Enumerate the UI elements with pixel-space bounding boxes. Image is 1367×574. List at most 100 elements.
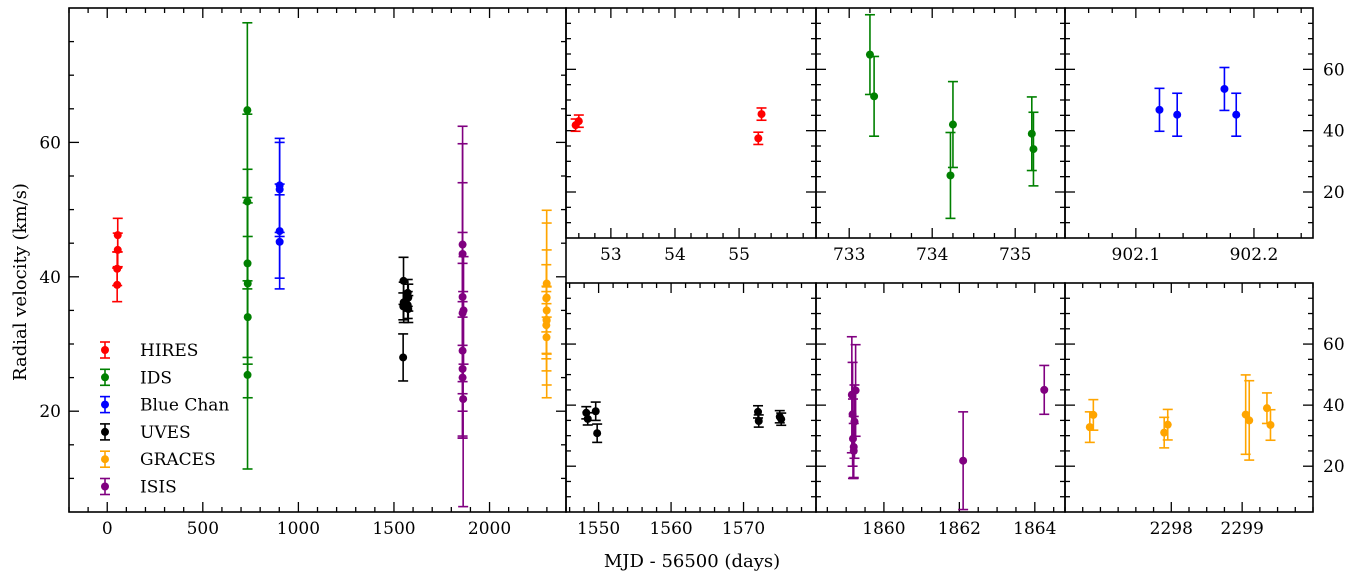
data-point <box>757 110 766 119</box>
legend-label: GRACES <box>140 450 216 470</box>
x-tick-label: 735 <box>999 245 1031 265</box>
panel-main: 0 500 1000 1500 2000 20 40 60 HIRES IDS Blue Chan U… <box>39 7 567 539</box>
panel-top-3: 902.1 902.2 20 40 60 <box>1064 7 1345 265</box>
data-point <box>777 415 786 424</box>
x-tick-label: 55 <box>728 245 750 265</box>
panel-top-2: 733 734 735 <box>815 7 1066 265</box>
panel-bottom-1: 1550 1560 1570 <box>565 282 817 539</box>
legend: HIRES IDS Blue Chan UVES GRACES ISIS <box>100 341 229 498</box>
x-tick-label: 1500 <box>372 519 415 539</box>
y-tick-label: 20 <box>1323 457 1345 477</box>
y-tick-label: 60 <box>1323 335 1345 355</box>
legend-label: UVES <box>140 423 191 443</box>
data-point <box>1029 145 1038 154</box>
data-point <box>1160 428 1169 437</box>
panel-frame <box>1064 7 1314 239</box>
data-point <box>850 417 859 426</box>
legend-label: Blue Chan <box>140 396 229 416</box>
data-point <box>851 386 860 395</box>
legend-label: ISIS <box>140 478 177 498</box>
panel-top-1: 53 54 55 <box>565 7 817 265</box>
data-point <box>754 134 763 143</box>
data-point <box>583 414 592 423</box>
panel-frame <box>1064 282 1314 513</box>
panels: 0 500 1000 1500 2000 20 40 60 HIRES IDS Blue Chan U… <box>39 7 1345 539</box>
data-point <box>275 185 284 194</box>
data-point <box>458 240 467 249</box>
x-tick-label: 1862 <box>938 519 981 539</box>
x-tick-label: 902.2 <box>1230 245 1279 265</box>
y-tick-label: 40 <box>1323 122 1345 142</box>
data-point <box>946 171 955 180</box>
data-point <box>591 407 600 416</box>
data-point <box>399 353 408 362</box>
x-tick-label: 54 <box>664 245 686 265</box>
data-point <box>1220 84 1229 93</box>
data-point <box>574 117 583 126</box>
y-tick-label: 40 <box>39 268 61 288</box>
data-point <box>1232 110 1241 119</box>
y-tick-label: 20 <box>39 402 61 422</box>
panel-bottom-2: 1860 1862 1864 <box>815 282 1066 539</box>
data-point <box>459 306 468 315</box>
data-point <box>1241 410 1250 419</box>
x-tick-label: 1864 <box>1013 519 1056 539</box>
data-point <box>593 429 602 438</box>
data-point <box>959 456 968 465</box>
x-tick-label: 734 <box>916 245 948 265</box>
data-point <box>1163 420 1172 429</box>
legend-marker <box>101 346 109 354</box>
x-tick-label: 902.1 <box>1112 245 1161 265</box>
data-point <box>243 106 252 115</box>
panel-frame <box>815 7 1066 239</box>
y-tick-label: 20 <box>1323 183 1345 203</box>
x-axis-label: MJD - 56500 (days) <box>604 551 780 572</box>
data-point <box>865 50 874 59</box>
x-tick-label: 1570 <box>722 519 765 539</box>
data-point <box>1266 420 1275 429</box>
panel-bottom-3: 2298 2299 20 40 60 <box>1064 282 1345 539</box>
data-point <box>404 305 413 314</box>
data-point <box>542 316 551 325</box>
x-tick-label: 1550 <box>577 519 620 539</box>
panel-frame <box>565 282 817 513</box>
x-tick-label: 53 <box>600 245 622 265</box>
x-tick-label: 1560 <box>649 519 692 539</box>
x-tick-label: 0 <box>102 519 113 539</box>
data-point <box>1040 385 1049 394</box>
data-point <box>1027 129 1036 138</box>
x-tick-label: 733 <box>833 245 865 265</box>
data-point <box>1155 105 1164 114</box>
legend-marker <box>101 482 109 491</box>
y-tick-label: 40 <box>1323 396 1345 416</box>
data-point <box>948 120 957 129</box>
data-point <box>754 407 763 416</box>
data-point <box>870 92 879 101</box>
legend-marker <box>101 373 109 382</box>
data-point <box>1085 423 1094 432</box>
legend-marker <box>101 455 109 464</box>
legend-marker <box>101 427 109 436</box>
x-tick-label: 1860 <box>862 519 905 539</box>
legend-marker <box>101 400 109 409</box>
x-tick-label: 500 <box>187 519 219 539</box>
data-point <box>459 395 468 404</box>
y-tick-label: 60 <box>39 133 61 153</box>
legend-label: HIRES <box>140 341 198 361</box>
data-point <box>1245 416 1254 425</box>
data-point <box>542 279 551 288</box>
x-tick-label: 2298 <box>1150 519 1193 539</box>
data-point <box>1089 410 1098 419</box>
x-tick-label: 2299 <box>1221 519 1264 539</box>
y-axis-label: Radial velocity (km/s) <box>10 183 31 381</box>
data-point <box>113 231 122 240</box>
legend-label: IDS <box>140 368 172 388</box>
x-tick-label: 2000 <box>468 519 511 539</box>
panel-frame <box>565 7 817 239</box>
data-point <box>1173 110 1182 119</box>
x-tick-label: 1000 <box>277 519 320 539</box>
data-point <box>754 417 763 426</box>
y-tick-label: 60 <box>1323 60 1345 80</box>
data-point <box>243 313 252 322</box>
